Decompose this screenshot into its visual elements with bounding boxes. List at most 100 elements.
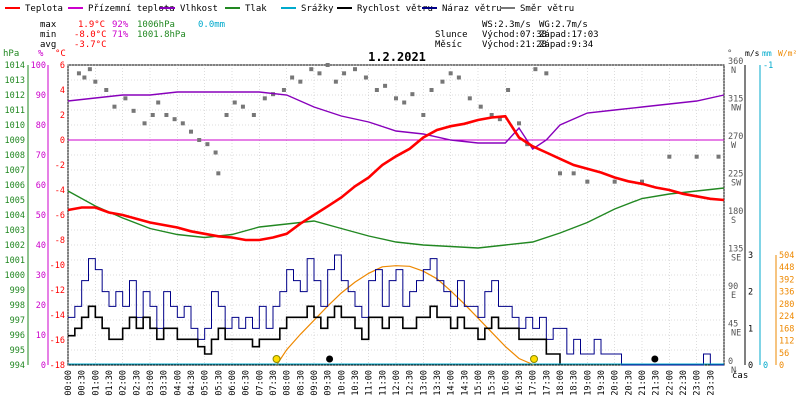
stats-avg-temp: -3.7°C xyxy=(74,40,107,50)
wind-direction-point xyxy=(189,129,193,134)
temp-axis-title: °C xyxy=(55,49,66,59)
pressure-tick: 998 xyxy=(10,301,25,311)
speed-axis-title: m/s xyxy=(745,49,760,58)
humidity-tick: 0 xyxy=(41,361,46,371)
wind-speed-info: WS:2.3m/s xyxy=(482,20,531,30)
x-tick: 10:00 xyxy=(337,370,347,396)
info-panel: WS:2.3m/s WG:2.7m/s Slunce Východ:07:38 … xyxy=(435,20,599,50)
legend-label: Rychlost větru xyxy=(357,4,433,14)
wind-direction-point xyxy=(333,79,338,84)
legend-label: Směr větru xyxy=(520,4,574,14)
x-tick: 21:30 xyxy=(652,370,662,396)
x-tick: 13:00 xyxy=(419,370,429,396)
x-tick: 02:30 xyxy=(132,370,142,396)
direction-axis-title: ° xyxy=(727,49,732,59)
stats-min-humidity: 71% xyxy=(112,30,129,40)
wind-direction-point xyxy=(585,179,590,184)
pressure-tick: 999 xyxy=(10,286,25,296)
pressure-tick: 1013 xyxy=(5,76,25,86)
wind-direction-point xyxy=(123,96,128,101)
moonrise-marker xyxy=(651,355,659,363)
temperature-line xyxy=(67,114,725,242)
speed-tick: 2 xyxy=(748,288,753,298)
direction-label: N xyxy=(731,66,736,76)
x-tick: 00:30 xyxy=(78,370,88,396)
x-tick: 05:00 xyxy=(201,370,211,396)
x-tick: 10:30 xyxy=(351,370,361,396)
x-tick: 22:30 xyxy=(679,370,689,396)
x-tick: 22:00 xyxy=(665,370,675,396)
wind-direction-point xyxy=(76,71,81,76)
wind-direction-point xyxy=(156,100,161,105)
x-tick: 23:00 xyxy=(693,370,703,396)
legend-label: Náraz větru xyxy=(442,4,502,14)
x-tick: 07:30 xyxy=(269,370,279,396)
x-tick: 09:30 xyxy=(324,370,334,396)
wind-direction-point xyxy=(374,88,379,92)
wind-direction-point xyxy=(640,179,644,184)
x-tick: 17:30 xyxy=(542,370,552,396)
wind-direction-point xyxy=(325,63,330,67)
stats-max-humidity: 92% xyxy=(112,20,129,30)
chart-title: 1.2.2021 xyxy=(368,50,426,64)
direction-label: E xyxy=(731,291,736,301)
wind-direction-point xyxy=(456,75,461,80)
legend-label: Tlak xyxy=(245,4,267,14)
x-tick: 21:00 xyxy=(638,370,648,396)
temp-tick: 4 xyxy=(60,86,65,96)
temp-tick: -18 xyxy=(50,361,65,371)
solar-tick: 112 xyxy=(779,337,794,347)
wind-direction-point xyxy=(262,96,267,101)
solar-tick: 224 xyxy=(779,312,794,322)
direction-label: S xyxy=(731,216,736,226)
wind-gust-info: WG:2.7m/s xyxy=(539,20,588,30)
wind-direction-point xyxy=(104,88,109,92)
humidity-tick: 70 xyxy=(36,151,46,161)
direction-label: SW xyxy=(731,179,742,189)
pressure-tick: 995 xyxy=(10,346,25,356)
wind-direction-point xyxy=(506,88,511,92)
speed-tick: 0 xyxy=(748,361,753,371)
wind-direction-point xyxy=(383,83,388,88)
rain-tick: 0 xyxy=(763,361,768,371)
wind-direction-point xyxy=(197,138,202,142)
pressure-tick: 1004 xyxy=(5,211,25,221)
pressure-tick: 1005 xyxy=(5,196,25,206)
wind-direction-point xyxy=(93,79,98,84)
x-tick: 14:00 xyxy=(447,370,457,396)
wind-direction-point xyxy=(213,150,218,155)
speed-tick: 3 xyxy=(748,251,753,261)
pressure-tick: 996 xyxy=(10,331,25,341)
x-tick: 18:00 xyxy=(556,370,566,396)
legend: Teplota Přízemní teplota Vlhkost Tlak Srážky… xyxy=(5,4,574,14)
temp-tick: -6 xyxy=(55,211,65,221)
humidity-tick: 100 xyxy=(31,61,46,71)
x-tick: 06:00 xyxy=(228,370,238,396)
wind-direction-point xyxy=(448,71,453,76)
rain-tick: -1 xyxy=(763,61,773,71)
pressure-tick: 997 xyxy=(10,316,25,326)
temp-tick: 2 xyxy=(60,111,65,121)
stats-avg-label: avg xyxy=(40,40,56,50)
legend-label: Přízemní teplota xyxy=(88,4,175,14)
direction-tick: 225 xyxy=(728,170,743,180)
direction-label: SE xyxy=(731,254,741,264)
x-tick: 14:30 xyxy=(460,370,470,396)
wind-speed-line xyxy=(68,305,561,365)
solar-tick: 280 xyxy=(779,300,794,310)
pressure-tick: 1010 xyxy=(5,121,25,131)
sunset-marker xyxy=(530,355,539,363)
axes: 9949959969979989991000100110021003100410… xyxy=(5,57,795,396)
direction-tick: 180 xyxy=(728,207,743,217)
wind-direction-point xyxy=(172,117,177,122)
pressure-tick: 1012 xyxy=(5,91,25,101)
direction-tick: 90 xyxy=(728,282,738,292)
legend-label: Teplota xyxy=(25,4,63,14)
legend-label: Srážky xyxy=(301,4,334,14)
temp-tick: -16 xyxy=(50,336,65,346)
stats-min-temp: -8.0°C xyxy=(74,30,107,40)
x-tick: 20:00 xyxy=(611,370,621,396)
pressure-tick: 1002 xyxy=(5,241,25,251)
solar-tick: 504 xyxy=(779,251,794,261)
